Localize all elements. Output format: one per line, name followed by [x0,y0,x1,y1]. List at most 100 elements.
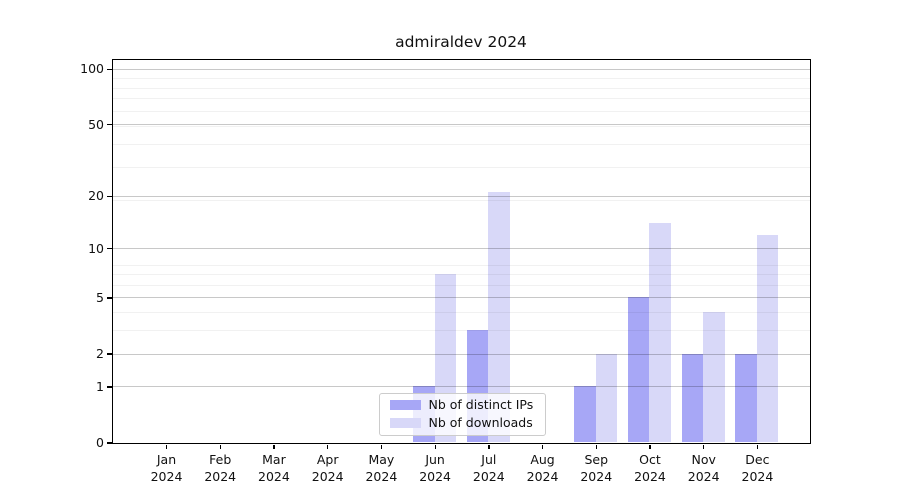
x-tick-label: Jun 2024 [405,452,465,485]
minor-gridline [112,98,810,100]
y-tick-label: 1 [96,378,104,394]
x-tick-label: Nov 2024 [674,452,734,485]
x-tick-month: Oct [639,452,661,467]
x-tick-mark [434,444,436,449]
x-tick-month: Feb [209,452,232,467]
major-gridline [112,297,810,299]
bar-downloads-dec [756,234,779,443]
plot-area [111,58,811,444]
x-tick-label: Mar 2024 [244,452,304,485]
chart-title: admiraldev 2024 [395,33,527,51]
minor-gridline [112,264,810,266]
x-tick-mark [595,444,597,449]
legend-label-downloads: Nb of downloads [428,415,533,430]
major-gridline [112,248,810,250]
legend-swatch-distinct-ips [389,400,421,410]
y-tick-label: 50 [88,116,104,132]
x-tick-label: Sep 2024 [566,452,626,485]
x-tick-month: Sep [584,452,609,467]
y-tick-mark [106,386,112,388]
minor-gridline [112,330,810,332]
bar-ips-sep [574,386,596,443]
x-tick-year: 2024 [526,468,559,484]
bar-ips-dec [735,353,757,443]
x-tick-year: 2024 [634,468,666,484]
y-tick-mark [106,195,112,198]
x-tick-year: 2024 [150,468,183,484]
x-tick-year: 2024 [741,468,774,484]
x-tick-month: Aug [530,452,555,467]
legend-row-distinct-ips: Nb of distinct IPs [389,398,545,412]
y-tick-label: 2 [96,346,104,362]
bar-downloads-nov [703,312,725,443]
bar-ips-oct [627,297,650,443]
x-tick-mark [756,444,759,449]
minor-gridline [112,87,810,89]
x-tick-year: 2024 [258,468,290,484]
y-tick-mark [106,68,112,70]
minor-gridline [112,110,810,112]
x-tick-label: Aug 2024 [513,452,573,485]
x-tick-year: 2024 [472,468,505,484]
x-tick-month: Dec [745,452,770,467]
x-tick-month: Apr [316,452,339,467]
x-tick-month: Mar [262,452,286,467]
x-tick-label: Jul 2024 [459,452,519,485]
minor-gridline [112,312,810,314]
x-tick-month: Nov [691,452,716,467]
bar-downloads-oct [649,223,671,443]
x-tick-year: 2024 [365,468,398,484]
x-tick-label: May 2024 [351,452,411,485]
y-tick-mark [106,442,112,444]
x-tick-label: Apr 2024 [298,452,358,485]
x-tick-mark [703,444,705,449]
plot-inner [112,60,810,444]
y-tick-label: 10 [88,240,104,256]
x-tick-month: Jun [425,452,445,467]
legend-row-downloads: Nb of downloads [389,415,545,430]
x-tick-year: 2024 [419,468,451,484]
major-gridline [112,124,810,125]
major-gridline [112,353,810,355]
x-tick-mark [541,444,544,449]
minor-gridline [112,199,810,201]
x-tick-month: Jan [156,452,177,467]
minor-gridline [112,78,810,79]
x-tick-mark [488,444,490,449]
bar-downloads-jul [488,192,510,443]
legend-swatch-downloads [389,418,421,428]
minor-gridline [112,284,810,286]
x-tick-mark [649,444,651,449]
x-tick-year: 2024 [687,468,720,484]
legend: Nb of distinct IPs Nb of downloads [378,392,546,436]
x-tick-year: 2024 [311,468,344,484]
major-gridline [112,195,810,197]
x-tick-label: Dec 2024 [727,452,787,485]
y-tick-mark [106,248,112,250]
y-tick-mark [106,297,112,299]
x-tick-mark [273,444,275,449]
minor-gridline [112,167,810,168]
y-tick-label: 0 [96,435,104,450]
x-tick-year: 2024 [204,468,237,484]
bar-downloads-sep [595,353,618,443]
x-tick-month: Jul [481,452,497,467]
y-tick-label: 20 [88,188,104,204]
minor-gridline [112,125,810,127]
y-tick-label: 5 [96,289,104,305]
bar-ips-nov [681,353,704,443]
x-tick-mark [327,444,329,449]
y-tick-mark [106,123,112,126]
y-tick-label: 100 [80,61,104,77]
minor-gridline [112,274,810,276]
x-tick-mark [219,444,221,449]
x-tick-label: Oct 2024 [620,452,680,485]
x-tick-month: May [368,452,395,467]
x-tick-label: Feb 2024 [190,452,250,485]
x-tick-mark [380,444,383,449]
major-gridline [112,386,810,388]
minor-gridline [112,143,810,145]
x-tick-label: Jan 2024 [137,452,197,485]
y-tick-mark [106,353,112,355]
